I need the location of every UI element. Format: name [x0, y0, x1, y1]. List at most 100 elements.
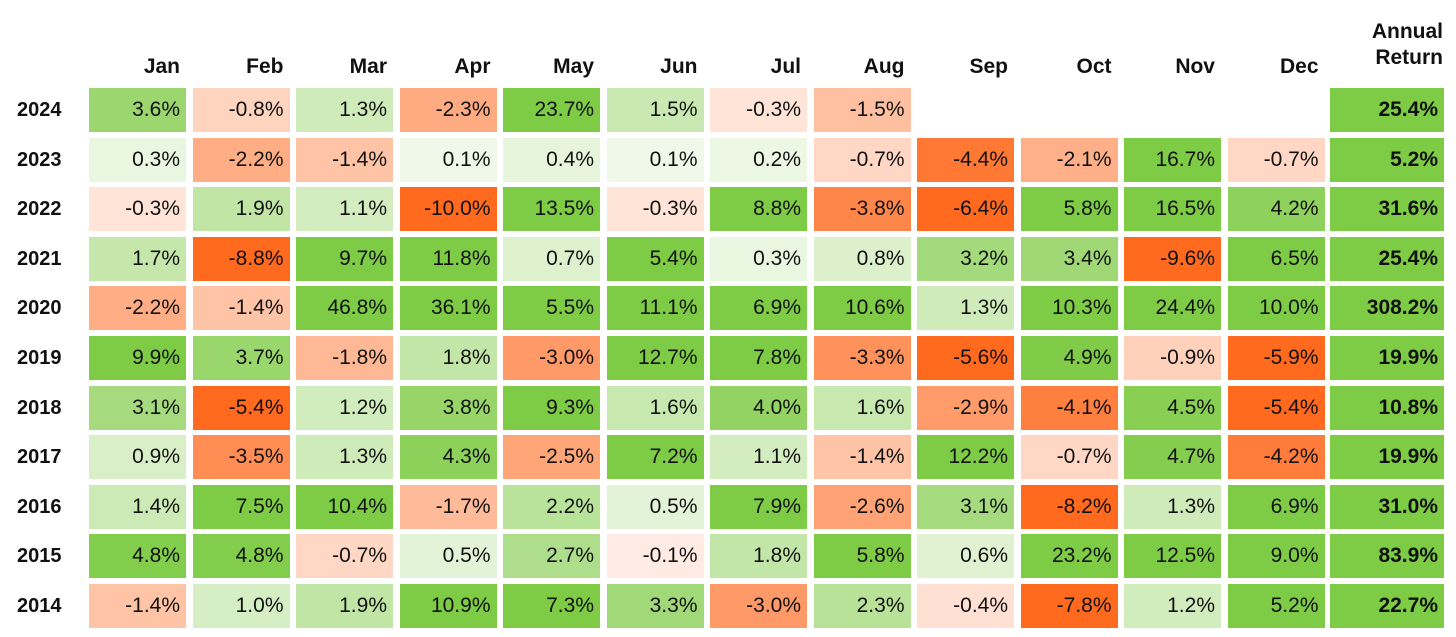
cell-2014-aug: 2.3%	[813, 584, 911, 628]
annual-return-2022: 31.6%	[1330, 187, 1444, 232]
cell-2015-aug: 5.8%	[813, 534, 911, 579]
cell-2017-jun: 7.2%	[606, 435, 704, 480]
cell-2020-jan: -2.2%	[89, 286, 186, 331]
cell-2014-dec: 5.2%	[1227, 584, 1325, 628]
cell-2016-mar: 10.4%	[296, 484, 393, 529]
annual-header-line-1: Annual	[1371, 20, 1443, 43]
column-header-jun: Jun	[660, 55, 698, 78]
cell-2024-may: 23.7%	[503, 88, 600, 132]
cell-2020-sep: 1.3%	[917, 286, 1014, 331]
cell-2020-feb: -1.4%	[192, 286, 290, 331]
row-label-2018: 2018	[17, 396, 62, 419]
column-header-oct: Oct	[1076, 55, 1112, 78]
annual-return-2014: 22.7%	[1330, 584, 1444, 628]
cell-2015-apr: 0.5%	[399, 534, 497, 579]
row-label-2021: 2021	[17, 247, 62, 270]
cell-2014-jul: -3.0%	[710, 584, 807, 628]
cell-2023-aug: -0.7%	[813, 137, 911, 182]
annual-return-2023: 5.2%	[1330, 137, 1444, 182]
annual-return-2019: 19.9%	[1330, 336, 1444, 380]
cell-2018-nov: 4.5%	[1124, 385, 1221, 430]
cell-2024-jul: -0.3%	[710, 88, 807, 132]
cell-2022-jun: -0.3%	[606, 187, 704, 232]
cell-2016-nov: 1.3%	[1124, 484, 1221, 529]
cell-2022-mar: 1.1%	[296, 187, 393, 232]
cell-2021-sep: 3.2%	[917, 236, 1014, 281]
cell-2024-mar: 1.3%	[296, 88, 393, 132]
row-label-2020: 2020	[17, 297, 62, 320]
cell-2021-mar: 9.7%	[296, 236, 393, 281]
cell-2024-aug: -1.5%	[813, 88, 911, 132]
cell-2015-jun: -0.1%	[606, 534, 704, 579]
cell-2023-nov: 16.7%	[1124, 137, 1221, 182]
cell-2018-feb: -5.4%	[192, 385, 290, 430]
cell-2018-oct: -4.1%	[1020, 385, 1118, 430]
cell-2019-aug: -3.3%	[813, 336, 911, 380]
cell-2022-dec: 4.2%	[1227, 187, 1325, 232]
cell-2016-apr: -1.7%	[399, 484, 497, 529]
annual-return-2020: 308.2%	[1330, 286, 1444, 331]
cell-2018-mar: 1.2%	[296, 385, 393, 430]
cell-2023-apr: 0.1%	[399, 137, 497, 182]
cell-2016-jan: 1.4%	[89, 484, 186, 529]
cell-2019-dec: -5.9%	[1227, 336, 1325, 380]
cell-2021-oct: 3.4%	[1020, 236, 1118, 281]
cell-2022-oct: 5.8%	[1020, 187, 1118, 232]
cell-2017-aug: -1.4%	[813, 435, 911, 480]
cell-2015-sep: 0.6%	[917, 534, 1014, 579]
cell-2018-jan: 3.1%	[89, 385, 186, 430]
cell-2021-feb: -8.8%	[192, 236, 290, 281]
cell-2014-apr: 10.9%	[399, 584, 497, 628]
cell-2017-nov: 4.7%	[1124, 435, 1221, 480]
column-header-may: May	[553, 55, 594, 78]
cell-2014-oct: -7.8%	[1020, 584, 1118, 628]
cell-2018-jun: 1.6%	[606, 385, 704, 430]
row-label-2017: 2017	[17, 446, 62, 469]
cell-2015-dec: 9.0%	[1227, 534, 1325, 579]
cell-2015-feb: 4.8%	[192, 534, 290, 579]
cell-2016-may: 2.2%	[503, 484, 600, 529]
cell-2019-mar: -1.8%	[296, 336, 393, 380]
annual-header-line-2: Return	[1375, 46, 1443, 69]
cell-2019-oct: 4.9%	[1020, 336, 1118, 380]
cell-2020-apr: 36.1%	[399, 286, 497, 331]
cell-2017-mar: 1.3%	[296, 435, 393, 480]
cell-2019-sep: -5.6%	[917, 336, 1014, 380]
cell-2023-sep: -4.4%	[917, 137, 1014, 182]
cell-2017-sep: 12.2%	[917, 435, 1014, 480]
column-header-aug: Aug	[863, 55, 905, 78]
annual-return-2015: 83.9%	[1330, 534, 1444, 579]
cell-2017-feb: -3.5%	[192, 435, 290, 480]
column-header-nov: Nov	[1175, 55, 1215, 78]
cell-2022-feb: 1.9%	[192, 187, 290, 232]
cell-2021-jul: 0.3%	[710, 236, 807, 281]
column-header-mar: Mar	[349, 55, 387, 78]
cell-2023-jan: 0.3%	[89, 137, 186, 182]
cell-2019-jan: 9.9%	[89, 336, 186, 380]
cell-2024-feb: -0.8%	[192, 88, 290, 132]
cell-2014-may: 7.3%	[503, 584, 600, 628]
column-header-sep: Sep	[969, 55, 1008, 78]
cell-2020-jun: 11.1%	[606, 286, 704, 331]
cell-2015-jan: 4.8%	[89, 534, 186, 579]
cell-2016-sep: 3.1%	[917, 484, 1014, 529]
annual-return-2017: 19.9%	[1330, 435, 1444, 480]
cell-2023-mar: -1.4%	[296, 137, 393, 182]
cell-2020-may: 5.5%	[503, 286, 600, 331]
column-header-feb: Feb	[246, 55, 284, 78]
cell-2024-apr: -2.3%	[399, 88, 497, 132]
row-label-2014: 2014	[17, 595, 62, 617]
annual-return-2024: 25.4%	[1330, 88, 1444, 132]
cell-2023-dec: -0.7%	[1227, 137, 1325, 182]
cell-2014-feb: 1.0%	[192, 584, 290, 628]
cell-2023-oct: -2.1%	[1020, 137, 1118, 182]
cell-2014-mar: 1.9%	[296, 584, 393, 628]
cell-2019-apr: 1.8%	[399, 336, 497, 380]
cell-2016-aug: -2.6%	[813, 484, 911, 529]
cell-2020-nov: 24.4%	[1124, 286, 1221, 331]
cell-2024-jan: 3.6%	[89, 88, 186, 132]
cell-2015-jul: 1.8%	[710, 534, 807, 579]
row-label-2019: 2019	[17, 347, 62, 369]
cell-2022-may: 13.5%	[503, 187, 600, 232]
